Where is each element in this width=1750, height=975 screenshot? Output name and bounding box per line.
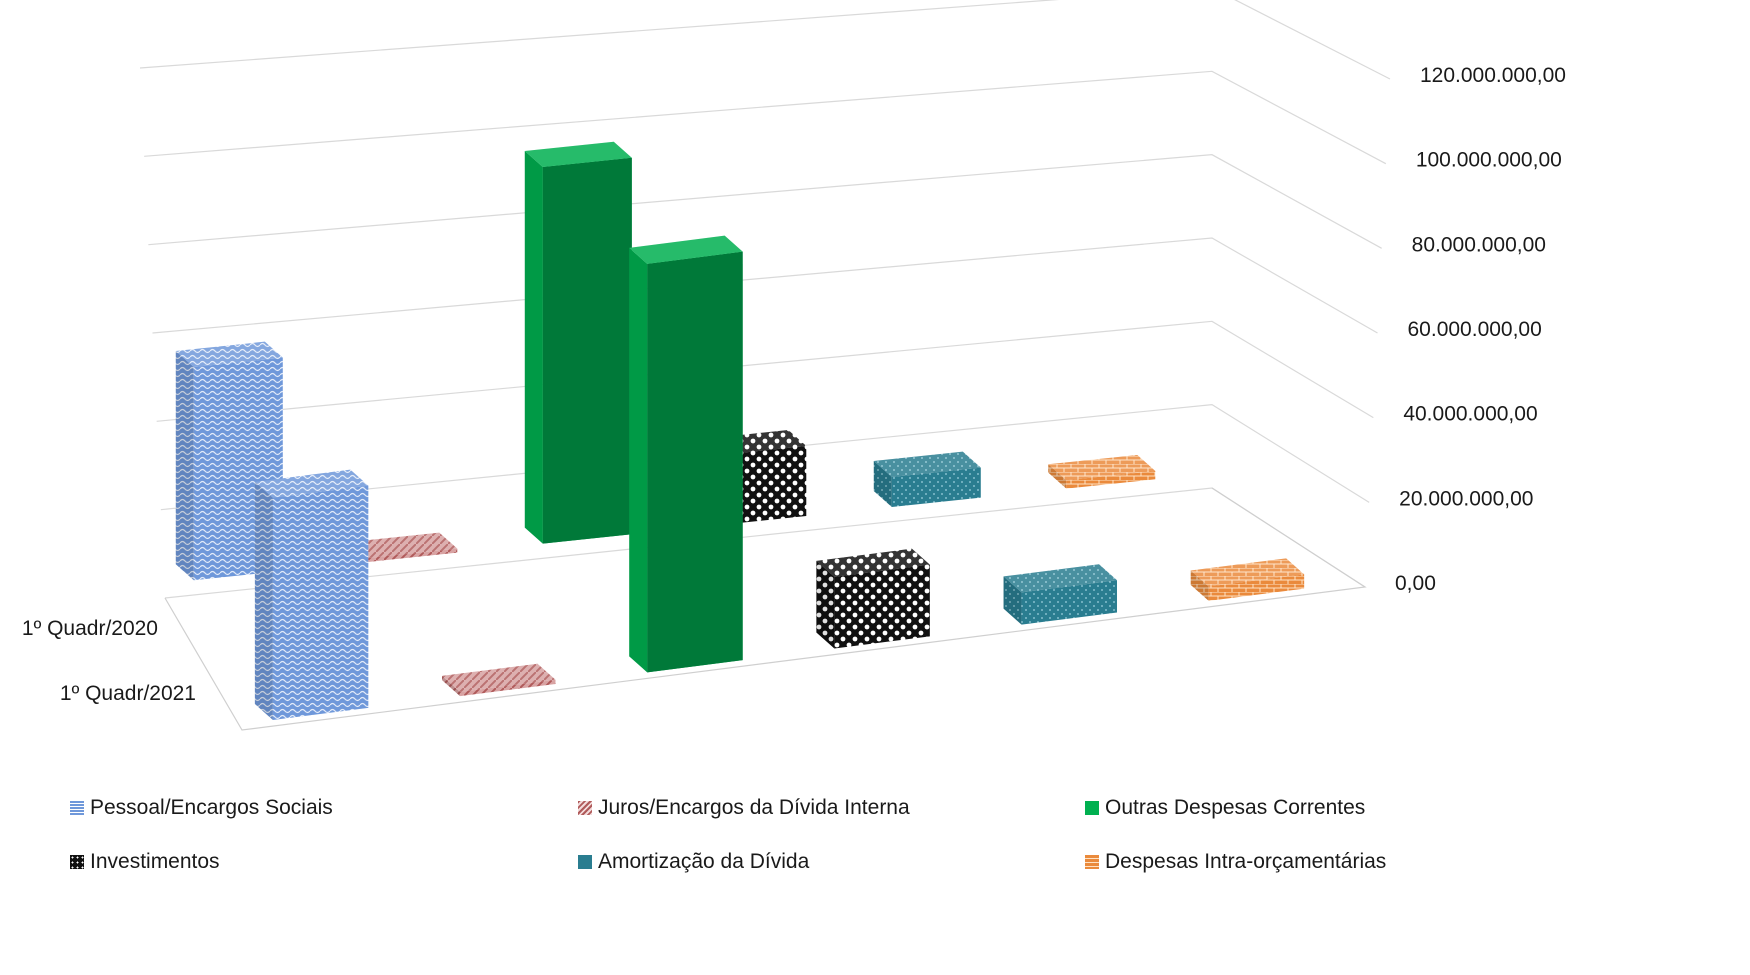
bar-top — [873, 451, 981, 477]
bar-side — [816, 560, 835, 649]
bar-front — [891, 467, 981, 507]
bar-front — [834, 564, 930, 649]
gridline — [148, 154, 1382, 249]
bar-top — [629, 235, 743, 264]
bar-top — [175, 341, 283, 368]
chart-floor — [164, 487, 1367, 731]
bar-top-highlight — [1048, 454, 1156, 481]
y-tick-label: 60.000.000,00 — [1408, 318, 1542, 341]
bar-front-shade — [647, 251, 743, 673]
bar-side — [1190, 570, 1209, 601]
bar-front — [1021, 580, 1118, 625]
bar-front — [368, 548, 458, 562]
y-tick-label: 40.000.000,00 — [1403, 403, 1537, 426]
bar-top-highlight — [629, 235, 743, 264]
bar-top-highlight — [1190, 558, 1305, 587]
bar-front — [1208, 574, 1305, 601]
bar-side — [442, 675, 461, 697]
bar-side-shade — [873, 460, 892, 507]
bar-front — [1066, 470, 1156, 489]
bar-side-shade — [1190, 570, 1209, 601]
y-axis-ticks: 0,00 20.000.000,00 40.000.000,00 60.000.000… — [1395, 64, 1566, 595]
bar — [254, 469, 369, 720]
bar-side-shade — [524, 151, 543, 544]
bar-side — [1003, 576, 1022, 625]
bar-top-highlight — [442, 663, 556, 692]
depth-axis-labels: 1º Quadr/2020 1º Quadr/2021 — [22, 617, 196, 705]
bar — [1048, 454, 1156, 489]
bar-side — [524, 151, 543, 544]
bar-side — [1048, 464, 1067, 489]
bar-side-shade — [629, 247, 648, 673]
bar-top — [816, 548, 930, 577]
bar — [816, 548, 930, 649]
bar-side-shade — [442, 675, 461, 697]
bar-top-highlight — [873, 451, 981, 477]
bar-top-highlight — [816, 548, 930, 577]
bar-side-shade — [1003, 576, 1022, 625]
bar-side-shade — [175, 351, 194, 581]
gridline — [160, 404, 1370, 511]
y-tick-label: 100.000.000,00 — [1416, 149, 1562, 172]
bar — [524, 141, 632, 544]
bar-top — [350, 532, 458, 558]
y-tick-label: 20.000.000,00 — [1399, 487, 1533, 510]
y-tick-label: 80.000.000,00 — [1412, 233, 1546, 256]
bar — [1190, 558, 1305, 601]
bar-side-shade — [816, 560, 835, 649]
bar-top — [442, 663, 556, 692]
y-tick-label: 120.000.000,00 — [1420, 64, 1566, 87]
floor-outline — [164, 487, 1367, 731]
y-tick-label: 0,00 — [1395, 572, 1436, 595]
bar-side — [254, 481, 273, 720]
bar — [1003, 564, 1118, 625]
gridline — [144, 70, 1387, 165]
bar-front-shade — [542, 157, 632, 544]
bar-top-highlight — [254, 469, 369, 498]
gridlines — [139, 0, 1391, 599]
bar — [629, 235, 743, 673]
bar-side-shade — [1048, 464, 1067, 489]
bar-front — [460, 679, 556, 697]
depth-category-label: 1º Quadr/2020 — [22, 617, 158, 640]
bar-top — [254, 469, 369, 498]
bar-top-highlight — [1003, 564, 1118, 593]
bar-front — [272, 485, 369, 720]
bar-top — [1048, 454, 1156, 481]
bar-top-highlight — [524, 141, 632, 168]
bar-top-highlight — [175, 341, 283, 368]
bar-side — [175, 351, 194, 581]
bar-top-highlight — [350, 532, 458, 558]
gridline — [152, 237, 1378, 334]
bar-side-shade — [254, 481, 273, 720]
bars — [175, 141, 1305, 720]
gridline — [139, 0, 1391, 80]
gridline — [156, 320, 1374, 422]
bar-top — [524, 141, 632, 168]
bar-side — [629, 247, 648, 673]
bar — [873, 451, 981, 507]
bar-side — [873, 460, 892, 507]
bar — [442, 663, 556, 697]
bar-top — [1190, 558, 1305, 587]
bar-top — [1003, 564, 1118, 593]
depth-category-label: 1º Quadr/2021 — [60, 682, 196, 705]
